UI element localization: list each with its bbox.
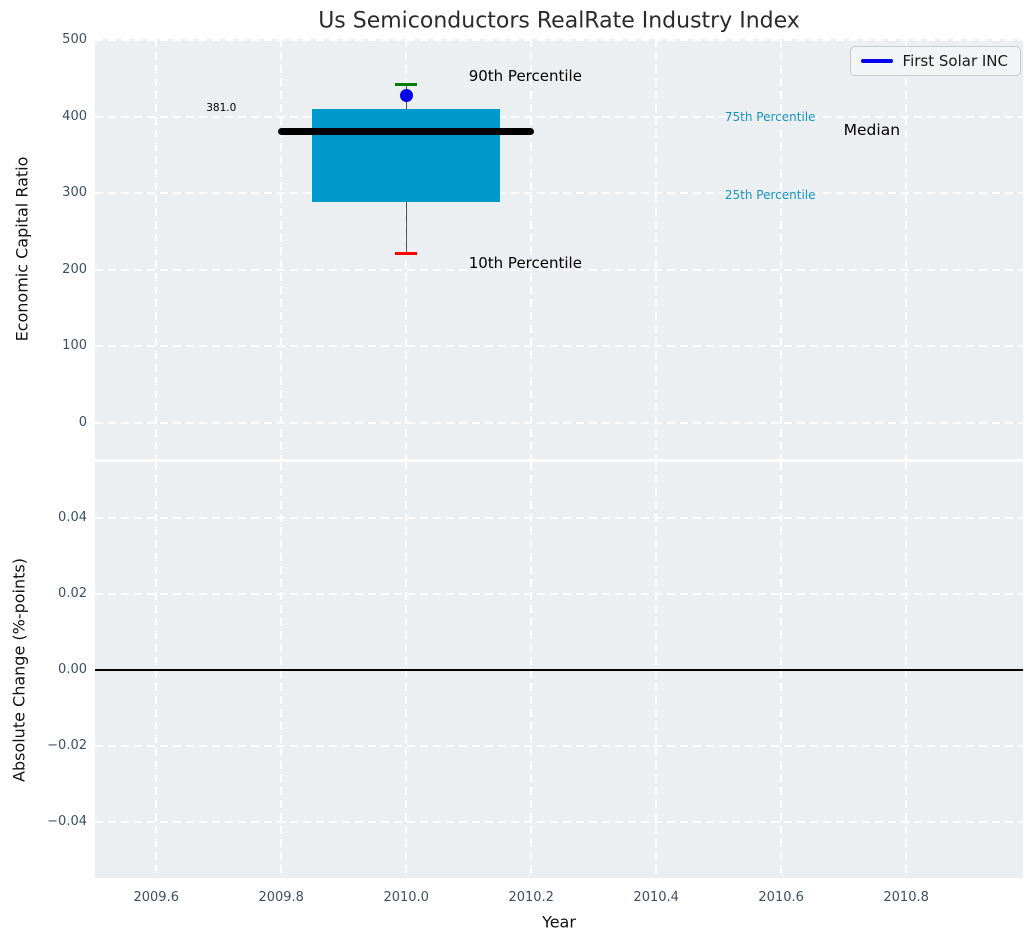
gridline [95,592,1023,595]
gridline [95,192,1023,195]
x-tick-label: 2010.6 [758,890,804,905]
gridline [155,39,158,459]
y-tick-label: 0.04 [58,509,87,525]
gridline [655,39,658,459]
y-tick-label: 0.02 [58,585,87,601]
annotation-75th-percentile: 75th Percentile [724,109,816,124]
y-tick-label: 0 [78,414,87,430]
gridline [95,345,1023,348]
gridline [95,745,1023,748]
x-tick-label: 2010.2 [508,890,554,905]
gridline [95,115,1023,118]
annotation-25th-percentile: 25th Percentile [724,187,816,202]
x-axis-label: Year [542,912,576,932]
company-data-point [399,88,413,102]
gridline [95,516,1023,519]
legend-label: First Solar INC [902,52,1008,70]
chart-title: Us Semiconductors RealRate Industry Inde… [318,8,800,34]
gridline [530,39,533,459]
boxplot-median-line [278,127,535,135]
boxplot-10th-cap [395,251,418,256]
gridline [95,821,1023,824]
legend: First Solar INC [849,46,1021,76]
gridline [780,39,783,459]
x-tick-label: 2010.8 [883,890,929,905]
y-tick-label: −0.02 [47,738,87,754]
y-tick-label: 500 [62,32,87,48]
gridline [95,268,1023,271]
y-tick-label: 0.00 [58,662,87,677]
x-tick-label: 2010.0 [383,890,429,905]
legend-line-sample [860,59,893,63]
y-tick-label: −0.04 [47,814,87,830]
y-tick-label: 200 [62,261,87,277]
boxplot-iqr-box [312,109,500,203]
y-tick-label: 100 [62,338,87,354]
x-tick-label: 2010.4 [633,890,679,905]
gridline [280,39,283,459]
gridline [95,39,1023,42]
annotation-90th-percentile: 90th Percentile [468,67,582,86]
gridline [95,421,1023,424]
y-tick-label: 300 [62,185,87,201]
gridline [905,39,908,459]
x-tick-label: 2009.8 [258,890,304,905]
top-axes-boxplot [95,39,1023,459]
boxplot-90th-cap [395,82,418,87]
zero-change-line [95,669,1023,671]
annotation-10th-percentile: 10th Percentile [468,253,582,272]
annotation-381-0: 381.0 [206,102,237,115]
annotation-median: Median [843,120,901,139]
y-tick-label: 400 [62,108,87,124]
bottom-y-axis-label: Absolute Change (%-points) [9,558,29,782]
top-y-axis-label: Economic Capital Ratio [12,156,32,342]
x-tick-label: 2009.6 [133,890,179,905]
